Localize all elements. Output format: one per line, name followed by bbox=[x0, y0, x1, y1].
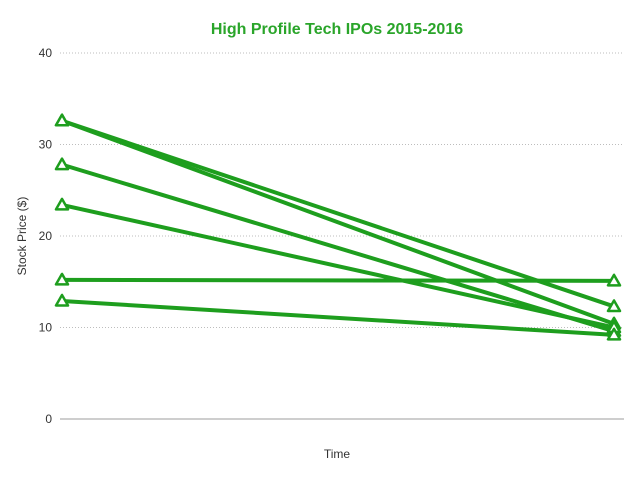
series-3 bbox=[54, 197, 622, 334]
chart-title: High Profile Tech IPOs 2015-2016 bbox=[211, 21, 463, 38]
data-point-marker bbox=[606, 327, 622, 341]
series-line bbox=[60, 118, 616, 309]
gridlines bbox=[60, 52, 624, 420]
series-line bbox=[60, 298, 616, 337]
y-axis-label: Stock Price ($) bbox=[15, 197, 29, 276]
series-line bbox=[60, 162, 616, 334]
data-point-marker bbox=[54, 197, 70, 211]
y-tick-label: 10 bbox=[39, 321, 53, 335]
data-point-marker bbox=[54, 113, 70, 127]
series-line bbox=[60, 202, 616, 330]
series-6 bbox=[54, 113, 622, 313]
data-point-marker bbox=[54, 293, 70, 307]
series-lines bbox=[54, 113, 622, 341]
series-line bbox=[60, 118, 616, 326]
y-tick-labels: 0 10 20 30 40 bbox=[39, 46, 53, 426]
data-point-marker bbox=[606, 273, 622, 287]
series-4 bbox=[54, 272, 622, 287]
y-tick-label: 20 bbox=[39, 229, 53, 243]
y-tick-label: 0 bbox=[45, 412, 52, 426]
y-tick-label: 40 bbox=[39, 46, 53, 60]
data-point-marker bbox=[54, 272, 70, 286]
y-tick-label: 30 bbox=[39, 138, 53, 152]
data-point-marker bbox=[606, 299, 622, 313]
x-axis-label: Time bbox=[324, 447, 351, 461]
series-line bbox=[60, 277, 616, 283]
series-5 bbox=[54, 293, 622, 341]
data-point-marker bbox=[54, 157, 70, 171]
